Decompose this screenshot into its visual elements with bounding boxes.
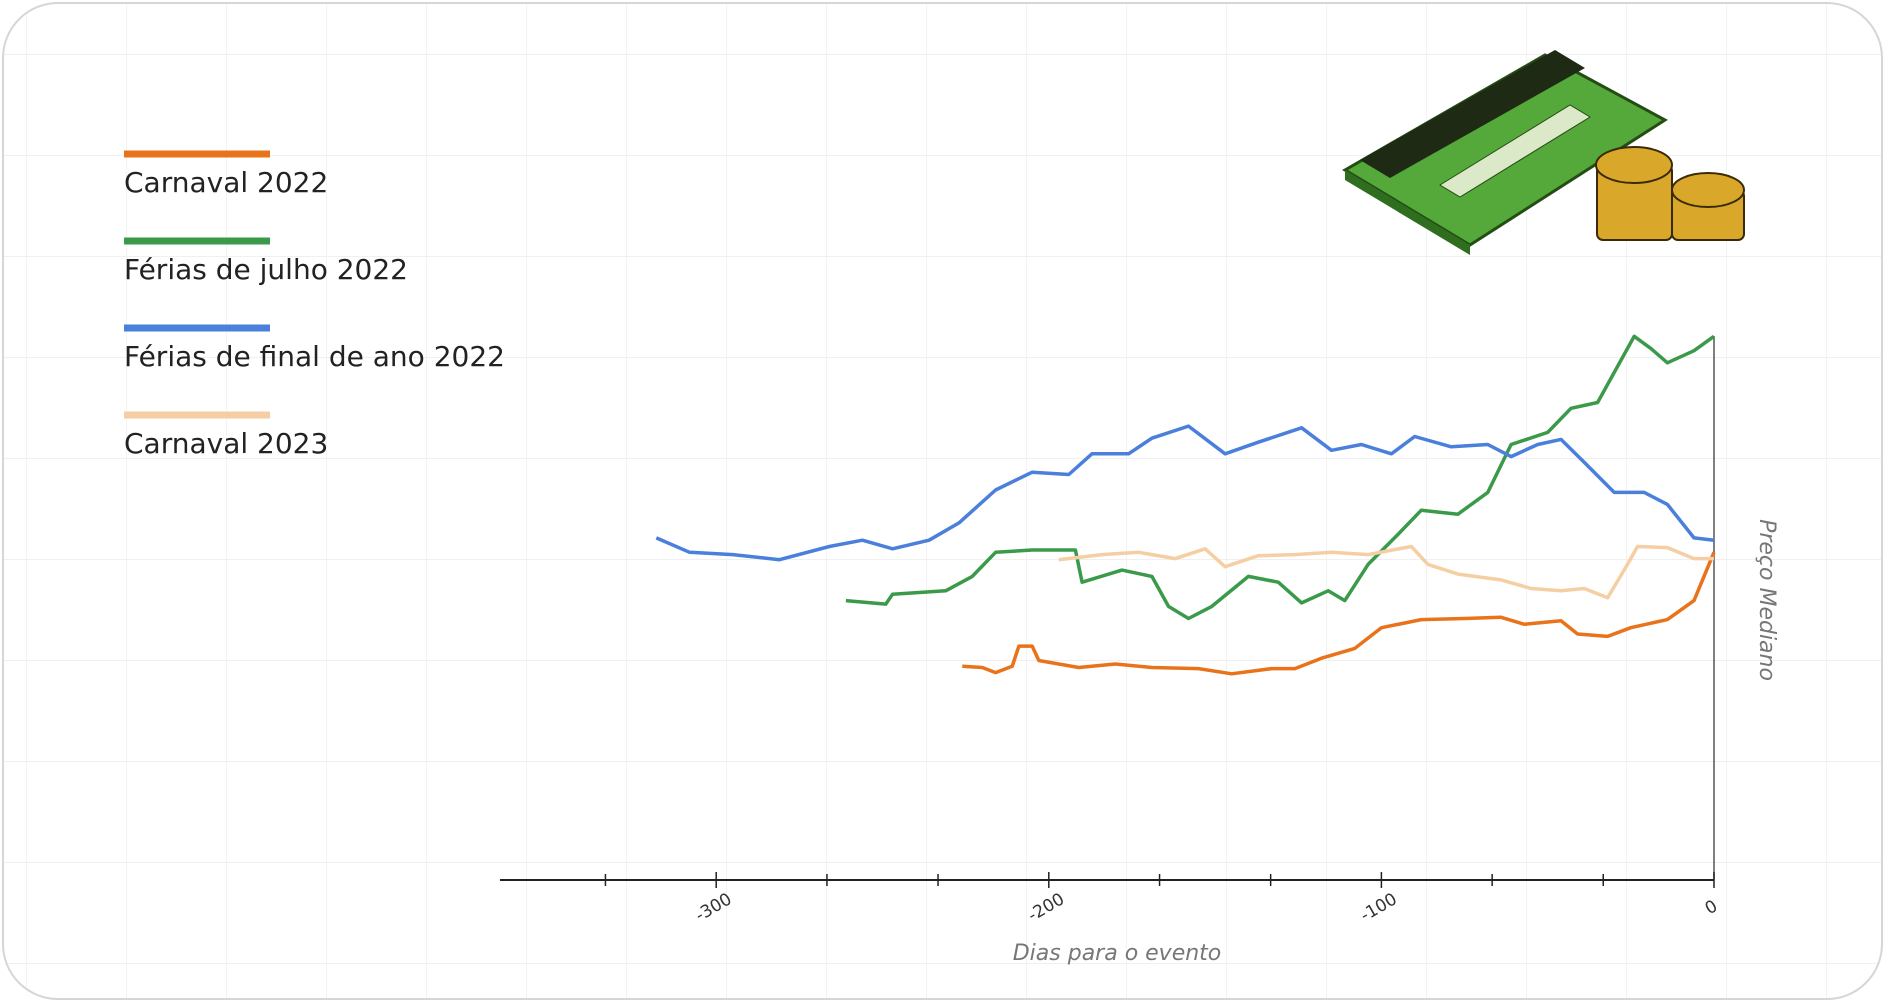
legend-label: Férias de julho 2022 — [124, 253, 408, 286]
legend-label: Férias de final de ano 2022 — [124, 340, 505, 373]
series-line — [1058, 544, 1714, 600]
x-tick-label: -300 — [692, 889, 735, 926]
series-line — [655, 424, 1715, 562]
legend-label: Carnaval 2022 — [124, 166, 328, 199]
series-line — [845, 334, 1716, 621]
card-illustration — [1342, 50, 1745, 255]
x-tick-label: -100 — [1357, 889, 1400, 926]
x-tick-label: -200 — [1025, 889, 1068, 926]
x-tick-label: 0 — [1702, 896, 1721, 919]
legend-label: Carnaval 2023 — [124, 427, 328, 460]
series-line — [962, 551, 1716, 676]
y-axis-title: Preço Mediano — [1754, 519, 1779, 681]
x-axis-title: Dias para o evento — [1013, 941, 1222, 966]
